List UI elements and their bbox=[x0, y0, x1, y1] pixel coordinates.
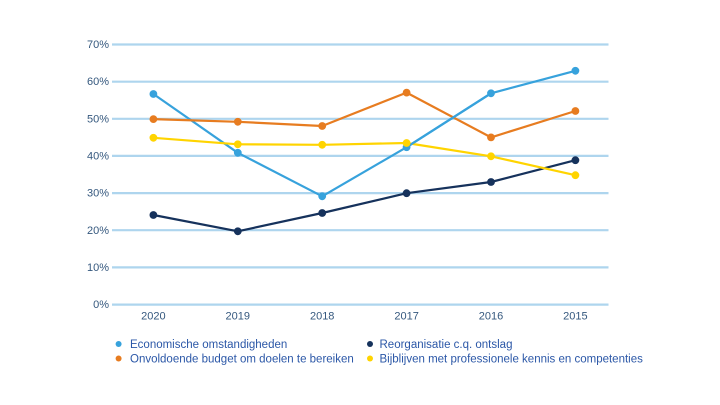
svg-text:60%: 60% bbox=[87, 76, 109, 88]
svg-text:20%: 20% bbox=[87, 225, 109, 237]
svg-text:2020: 2020 bbox=[141, 311, 165, 323]
svg-text:Economische omstandigheden: Economische omstandigheden bbox=[130, 339, 287, 351]
svg-text:Bijblijven met professionele k: Bijblijven met professionele kennis en c… bbox=[380, 353, 644, 365]
svg-text:40%: 40% bbox=[87, 151, 109, 163]
svg-text:Onvoldoende budget om doelen t: Onvoldoende budget om doelen te bereiken bbox=[130, 353, 354, 365]
svg-text:2015: 2015 bbox=[563, 311, 587, 323]
svg-text:2018: 2018 bbox=[310, 311, 334, 323]
svg-text:2017: 2017 bbox=[394, 311, 418, 323]
svg-text:50%: 50% bbox=[87, 113, 109, 125]
svg-text:10%: 10% bbox=[87, 262, 109, 274]
svg-text:30%: 30% bbox=[87, 188, 109, 200]
svg-text:Reorganisatie c.q. ontslag: Reorganisatie c.q. ontslag bbox=[380, 339, 513, 351]
svg-text:2019: 2019 bbox=[226, 311, 250, 323]
svg-text:0%: 0% bbox=[93, 299, 109, 311]
svg-text:2016: 2016 bbox=[479, 311, 503, 323]
svg-text:70%: 70% bbox=[87, 39, 109, 51]
